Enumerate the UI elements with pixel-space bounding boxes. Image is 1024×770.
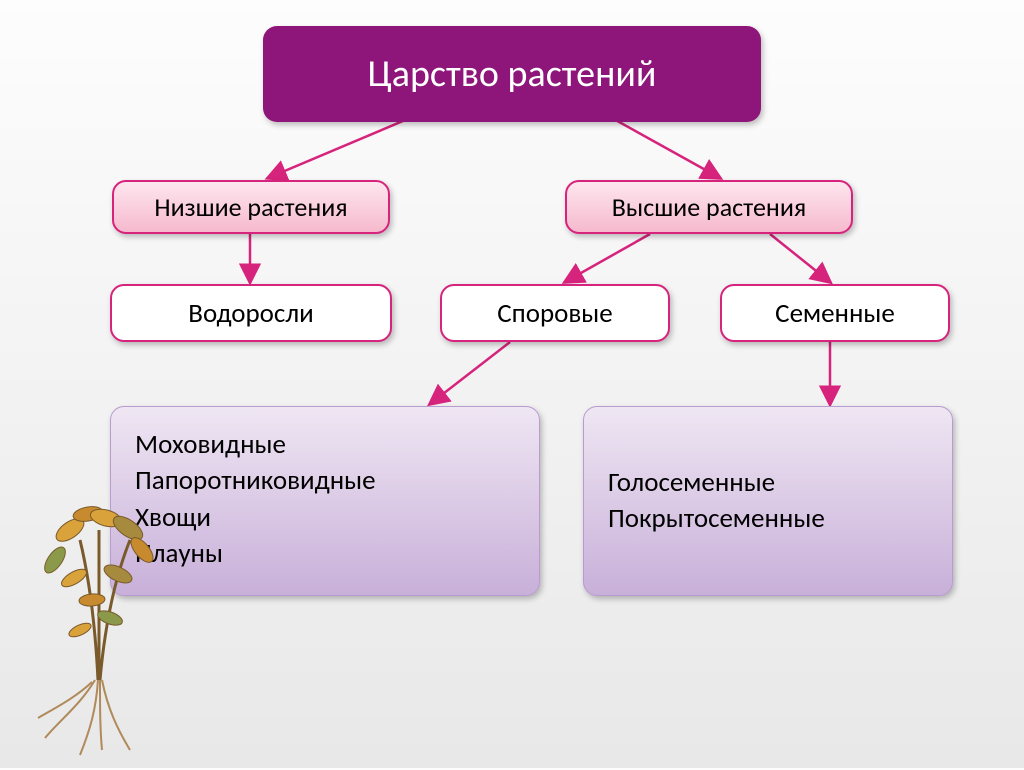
algae-label: Водоросли (188, 297, 313, 330)
root-node: Царство растений (263, 26, 761, 122)
lower-plants-node: Низшие растения (112, 180, 390, 234)
seed-node: Семенные (720, 284, 950, 342)
algae-node: Водоросли (110, 284, 392, 342)
spore-label: Споровые (497, 297, 612, 330)
root-label: Царство растений (368, 51, 657, 97)
spore-list-line-0: Моховидные (135, 427, 286, 463)
spore-list-line-3: Плауны (135, 536, 223, 572)
seed-list-line-1: Покрытосеменные (608, 501, 825, 537)
seed-label: Семенные (775, 297, 895, 330)
edge-spore-spore_list (430, 342, 510, 404)
higher-plants-label: Высшие растения (612, 191, 806, 223)
spore-node: Споровые (440, 284, 670, 342)
higher-plants-node: Высшие растения (565, 180, 853, 234)
edge-root-lower (268, 118, 410, 178)
lower-plants-label: Низшие растения (154, 191, 347, 223)
edge-root-higher (612, 118, 720, 178)
seed-list-node: Голосеменные Покрытосеменные (583, 406, 953, 596)
edge-higher-spore (565, 234, 650, 282)
spore-list-line-2: Хвощи (135, 500, 211, 536)
seed-list-line-0: Голосеменные (608, 465, 775, 501)
edge-higher-seed (770, 234, 830, 282)
spore-list-line-1: Папоротниковидные (135, 463, 376, 499)
spore-list-node: Моховидные Папоротниковидные Хвощи Плаун… (110, 406, 540, 596)
